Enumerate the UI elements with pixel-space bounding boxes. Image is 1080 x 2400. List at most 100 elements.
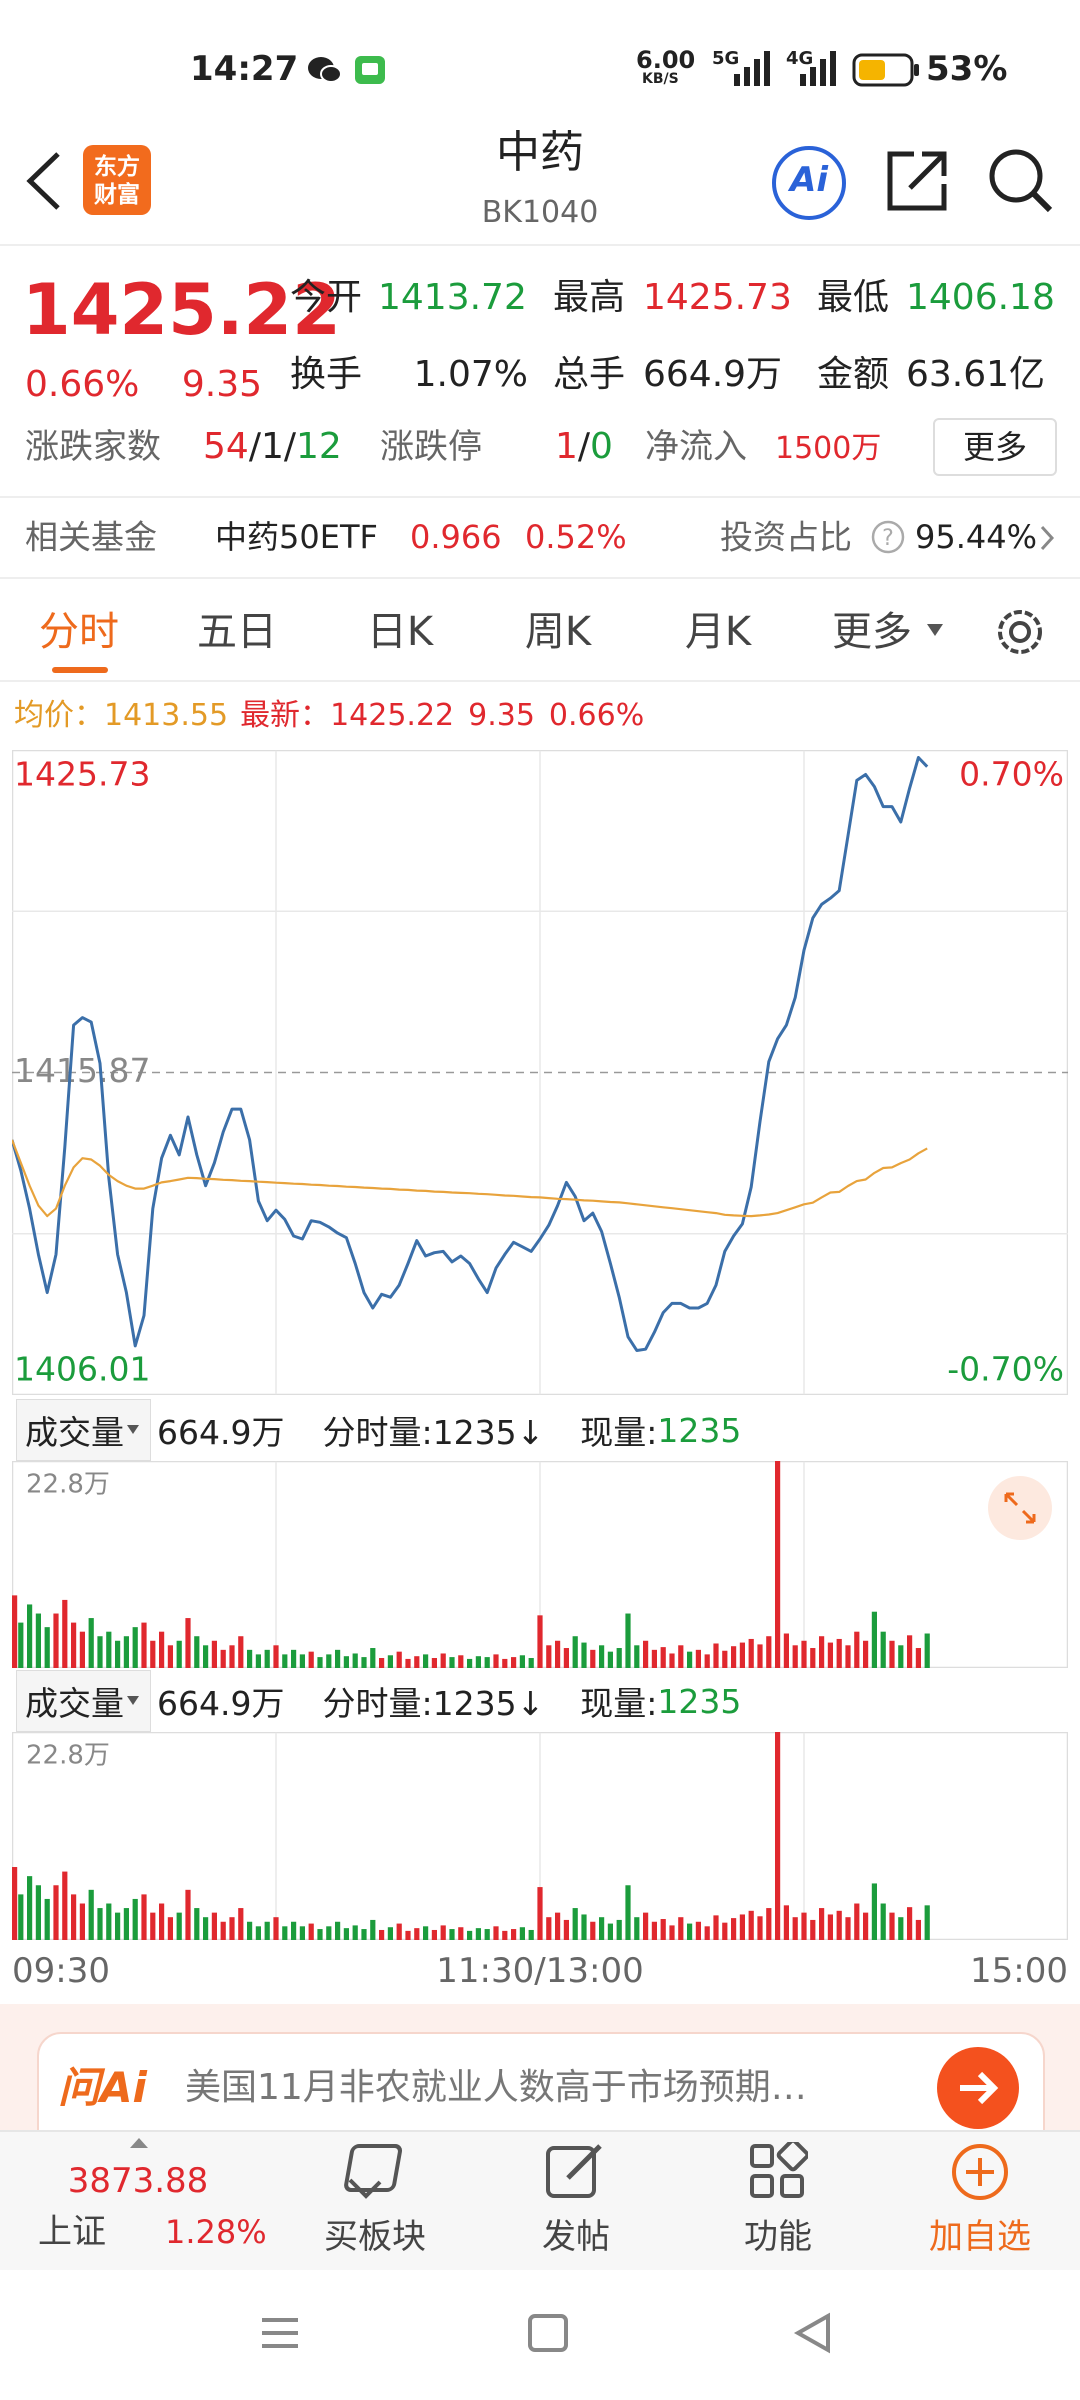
board-code: BK1040 — [481, 195, 599, 230]
back-key[interactable] — [793, 2312, 830, 2354]
volume-bar — [414, 1928, 420, 1940]
volume-bar — [71, 1894, 77, 1940]
volume-bar — [44, 1898, 50, 1940]
volume-bar — [748, 1638, 754, 1668]
volume-bar — [247, 1921, 253, 1940]
nav-item[interactable]: 买板块 — [324, 2217, 426, 2257]
volume-bar — [819, 1636, 825, 1668]
index-name: 上证 — [38, 2212, 106, 2252]
y-tick-label: 1415.87 — [14, 1051, 150, 1090]
volume-bar — [12, 1595, 18, 1668]
volume-bar — [273, 1917, 279, 1940]
volume-bar — [379, 1658, 385, 1668]
volume-bar — [907, 1635, 913, 1668]
volume-bar — [528, 1658, 534, 1668]
volume-bar — [907, 1907, 913, 1940]
volume-bar — [167, 1645, 173, 1668]
tab[interactable]: 周K — [524, 609, 592, 655]
volume-bar — [370, 1919, 376, 1940]
volume-bar — [599, 1917, 605, 1940]
y2-tick-label: -0.70% — [947, 1350, 1064, 1389]
search-button[interactable] — [986, 146, 1056, 216]
volume-bar — [845, 1645, 851, 1668]
volume-bar — [88, 1618, 94, 1668]
back-button[interactable] — [22, 150, 66, 212]
tab-active[interactable]: 分时 — [39, 609, 119, 655]
y-tick-label: 1406.01 — [14, 1350, 150, 1389]
help-icon[interactable]: ? — [870, 519, 906, 555]
nav-item[interactable]: 功能 — [744, 2217, 812, 2257]
volume-bar — [519, 1927, 525, 1940]
volume-bar — [449, 1657, 455, 1668]
volume-bar — [141, 1894, 147, 1940]
selector-label: 成交量 — [25, 1684, 124, 1723]
volume-bar — [563, 1648, 569, 1668]
net-unit: KB/S — [642, 71, 679, 87]
nav-icon — [750, 2142, 808, 2198]
volume-bar — [405, 1930, 411, 1940]
volume-bar — [361, 1657, 367, 1668]
dropdown-arrow — [127, 1425, 139, 1434]
volume-total: 664.9万 — [157, 1413, 285, 1452]
more-button[interactable]: 更多 — [933, 418, 1057, 476]
volume-bar — [414, 1656, 420, 1668]
volume-selector[interactable]: 成交量 — [16, 1670, 151, 1732]
menu-key[interactable] — [262, 2318, 298, 2348]
tab[interactable]: 五日 — [197, 609, 277, 655]
nav-item[interactable]: 发帖 — [542, 2217, 610, 2257]
volume-bar — [572, 1908, 578, 1940]
volume-bar — [238, 1636, 244, 1668]
tab[interactable]: 日K — [366, 609, 434, 655]
field-label: 今开 — [290, 277, 363, 318]
volume-bar — [792, 1645, 798, 1668]
volume-bar — [854, 1903, 860, 1940]
volume-chart: 22.8万 — [12, 1732, 1068, 1940]
fund-name[interactable]: 中药50ETF — [215, 518, 378, 556]
share-button[interactable] — [884, 148, 950, 214]
volume-bar — [264, 1921, 270, 1940]
volume-bar — [291, 1649, 297, 1668]
volume-bar — [704, 1654, 710, 1668]
tab[interactable]: 月K — [684, 609, 752, 655]
volume-bar — [502, 1658, 508, 1668]
volume-bar — [97, 1908, 103, 1940]
volume-bar — [308, 1923, 314, 1940]
expand-button[interactable] — [986, 1474, 1054, 1542]
volume-bar — [607, 1923, 613, 1940]
page-title: 中药 — [496, 127, 584, 178]
legend-value: 9.35 — [468, 698, 535, 733]
settings-button[interactable] — [992, 604, 1048, 660]
volume-bar — [282, 1926, 288, 1940]
volume-bar — [44, 1627, 50, 1668]
home-key[interactable] — [528, 2314, 568, 2352]
volume-bar — [326, 1654, 332, 1668]
volume-bar — [792, 1917, 798, 1940]
fund-price: 0.966 — [410, 518, 502, 556]
legend-label: 均价： — [14, 698, 104, 733]
x-tick-label: 11:30/13:00 — [436, 1951, 644, 1991]
volume-bar — [264, 1649, 270, 1668]
index-value[interactable]: 3873.88 — [67, 2161, 209, 2201]
volume-bar — [854, 1631, 860, 1668]
volume-bar — [924, 1633, 930, 1668]
volume-bar — [810, 1919, 816, 1940]
divider — [0, 496, 1080, 498]
ai-button[interactable]: Ai — [772, 146, 846, 220]
tab[interactable]: 更多 — [832, 609, 912, 655]
last-price: 1425.22 — [22, 269, 341, 351]
limit: 1/0 — [555, 429, 613, 465]
volume-selector[interactable]: 成交量 — [16, 1399, 151, 1461]
logo-text: 东方 — [94, 154, 140, 180]
volume-bar — [845, 1917, 851, 1940]
chevron[interactable] — [1038, 524, 1058, 552]
volume-bar — [194, 1636, 200, 1668]
volume-bar — [511, 1657, 517, 1668]
volume-bar — [458, 1655, 464, 1668]
legend-value: 0.66% — [548, 698, 645, 733]
volume-bar — [53, 1613, 59, 1668]
ad-go-button[interactable] — [936, 2046, 1020, 2130]
adv-decl-label: 涨跌家数 — [25, 427, 161, 467]
volume-bar — [299, 1926, 305, 1940]
nav-item[interactable]: 加自选 — [929, 2217, 1031, 2257]
now-label: 现量: — [580, 1413, 658, 1452]
